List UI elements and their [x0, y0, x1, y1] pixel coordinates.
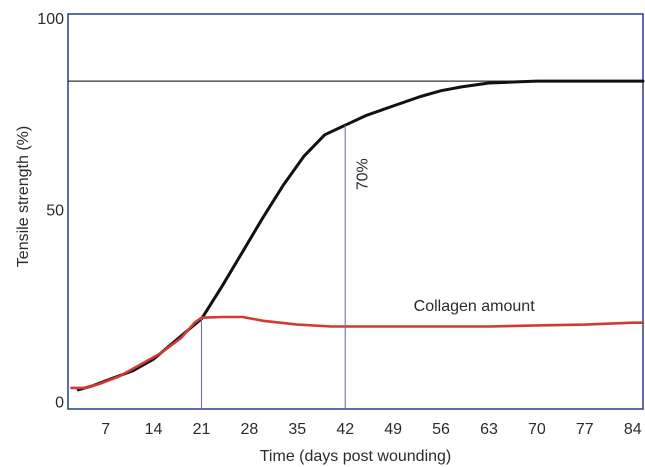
x-tick-label: 14: [145, 421, 163, 438]
collagen-series-line: [70, 315, 645, 390]
tensile-series-line: [76, 79, 645, 392]
x-tick-label: 56: [432, 421, 450, 438]
y-tick-label: 0: [55, 394, 64, 411]
series-layer: [70, 79, 645, 392]
plot-frame: [67, 13, 644, 410]
x-tick-label: 21: [193, 421, 211, 438]
x-tick-label: 7: [101, 421, 110, 438]
y-tick-label: 100: [37, 11, 64, 28]
y-tick-label: 50: [46, 203, 64, 220]
x-axis-title: Time (days post wounding): [260, 448, 452, 465]
x-tick-label: 42: [336, 421, 354, 438]
reference-layer: [67, 13, 644, 410]
x-tick-label: 35: [288, 421, 306, 438]
label-layer: 7 14 21 28 35 42 49 56 63 70 77 84 0 50 100 Time (days …: [15, 11, 642, 465]
collagen-amount-label: Collagen amount: [414, 298, 536, 315]
vertical-marker-layer: [200, 125, 346, 409]
x-tick-label: 49: [384, 421, 402, 438]
x-tick-label: 77: [576, 421, 594, 438]
y-axis-title: Tensile strength (%): [15, 126, 32, 267]
percent-annotation: 70%: [355, 158, 372, 190]
x-tick-label: 84: [624, 421, 642, 438]
x-tick-label: 63: [480, 421, 498, 438]
x-tick-label: 70: [528, 421, 546, 438]
x-tick-label: 28: [241, 421, 259, 438]
